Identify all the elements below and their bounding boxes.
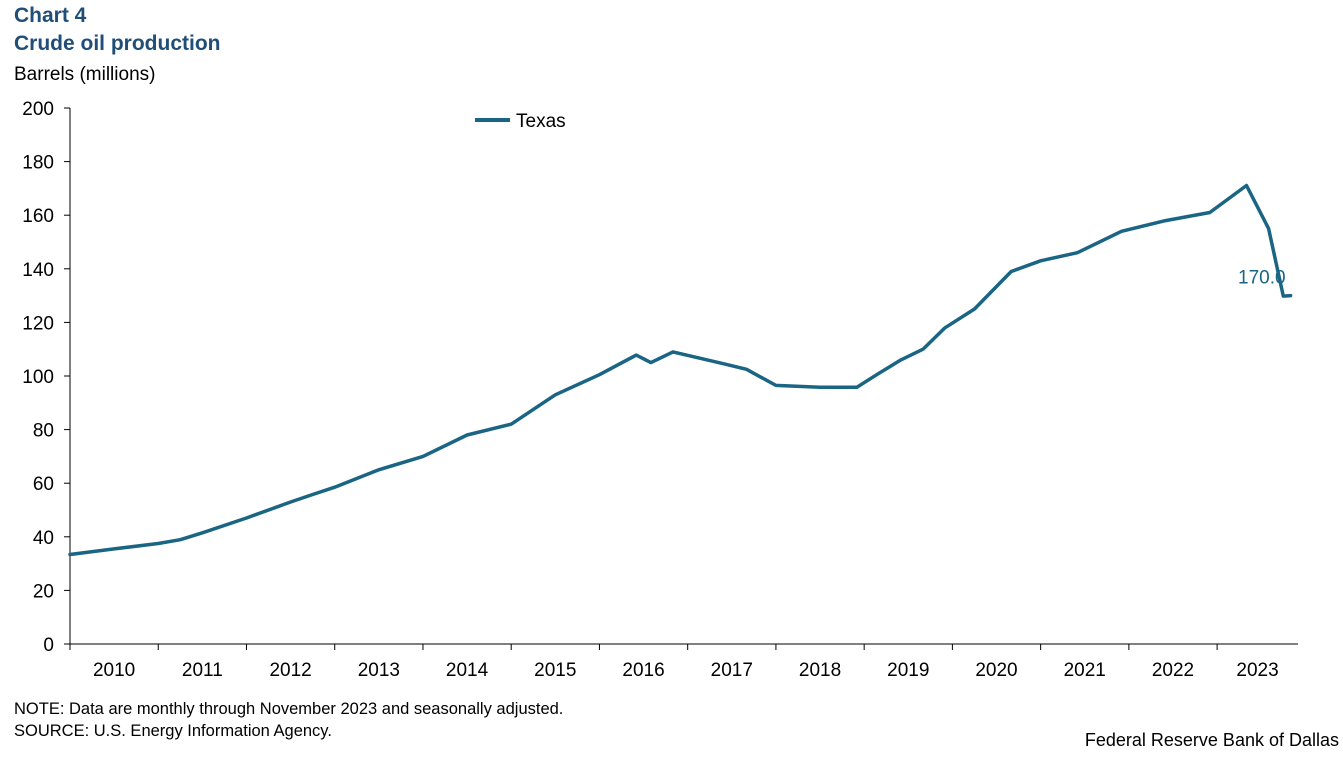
end-value-label-texas: 170.0 [1238, 268, 1286, 289]
y-tick-label: 120 [22, 313, 54, 334]
x-tick-label: 2014 [446, 660, 489, 681]
x-tick-label: 2022 [1152, 660, 1194, 681]
credit-line: Federal Reserve Bank of Dallas [1084, 730, 1339, 750]
y-tick-label: 80 [33, 421, 54, 442]
legend-label-texas: Texas [516, 111, 566, 132]
y-tick-label: 40 [33, 528, 54, 549]
x-tick-label: 2015 [534, 660, 576, 681]
y-tick-label: 200 [22, 99, 54, 120]
legend: Texas [475, 111, 566, 132]
x-tick-label: 2010 [93, 660, 135, 681]
x-tick-label: 2019 [887, 660, 929, 681]
x-tick-label: 2018 [799, 660, 841, 681]
footnote-source: SOURCE: U.S. Energy Information Agency. [14, 722, 332, 740]
x-tick-label: 2016 [622, 660, 664, 681]
y-tick-label: 20 [33, 581, 54, 602]
y-tick-label: 180 [22, 153, 54, 174]
end-labels: 170.0 [1238, 268, 1286, 289]
series-layer [68, 183, 1293, 557]
chart-number: Chart 4 [14, 4, 87, 27]
line-chart: 0 20 40 60 80 100 120 140 160 180 200 2010 2011 2012 2… [22, 99, 1298, 681]
chart-axes: 0 20 40 60 80 100 120 140 160 180 200 2010 2011 2012 2… [22, 99, 1298, 681]
x-tick-label: 2017 [711, 660, 753, 681]
x-tick-label: 2012 [269, 660, 311, 681]
chart-title: Crude oil production [14, 32, 221, 55]
x-tick-label: 2021 [1064, 660, 1106, 681]
y-tick-label: 160 [22, 206, 54, 227]
x-tick-label: 2011 [182, 660, 223, 681]
x-tick-label: 2013 [358, 660, 400, 681]
y-tick-label: 140 [22, 260, 54, 281]
y-tick-label: 0 [43, 635, 54, 656]
y-tick-label: 100 [22, 367, 54, 388]
y-tick-label: 60 [33, 474, 54, 495]
footnote-note: NOTE: Data are monthly through November … [14, 700, 564, 718]
x-tick-label: 2020 [975, 660, 1017, 681]
x-tick-label: 2023 [1236, 660, 1278, 681]
series-line-texas [68, 183, 1293, 557]
y-axis-unit-label: Barrels (millions) [14, 64, 156, 85]
